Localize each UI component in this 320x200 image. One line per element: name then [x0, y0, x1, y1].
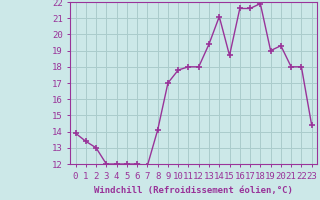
X-axis label: Windchill (Refroidissement éolien,°C): Windchill (Refroidissement éolien,°C): [94, 186, 293, 195]
